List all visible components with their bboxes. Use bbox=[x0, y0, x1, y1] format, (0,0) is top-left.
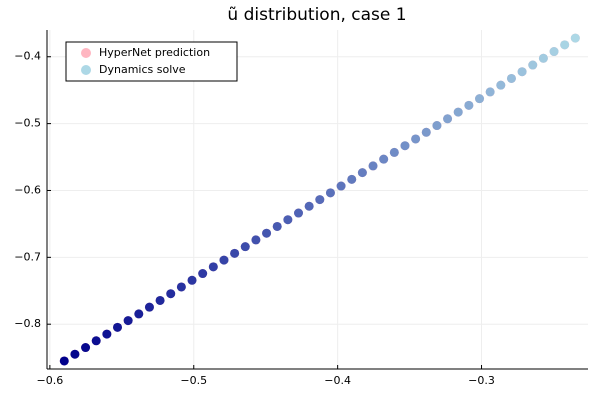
x-tick-label: −0.3 bbox=[468, 374, 495, 387]
x-tick-label: −0.6 bbox=[37, 374, 64, 387]
point bbox=[91, 336, 101, 346]
point bbox=[272, 221, 282, 231]
chart-title: ũ distribution, case 1 bbox=[227, 5, 406, 25]
point bbox=[198, 269, 208, 279]
y-tick-label: −0.6 bbox=[14, 183, 41, 196]
point bbox=[304, 201, 314, 211]
y-tick-label: −0.5 bbox=[14, 117, 41, 130]
point bbox=[59, 356, 69, 366]
y-tick-label: −0.4 bbox=[14, 50, 41, 63]
point bbox=[538, 53, 548, 63]
point bbox=[134, 309, 144, 319]
x-tick-label: −0.4 bbox=[324, 374, 351, 387]
point bbox=[155, 295, 165, 305]
x-tick-label: −0.5 bbox=[180, 374, 207, 387]
point bbox=[517, 67, 527, 77]
point bbox=[411, 134, 421, 144]
point bbox=[283, 215, 293, 225]
point bbox=[187, 275, 197, 285]
point bbox=[144, 302, 154, 312]
legend-label: Dynamics solve bbox=[99, 63, 186, 76]
point bbox=[294, 208, 304, 218]
point bbox=[251, 235, 261, 245]
point bbox=[357, 168, 367, 178]
point bbox=[113, 322, 123, 332]
legend-label: HyperNet prediction bbox=[99, 46, 210, 59]
point bbox=[443, 114, 453, 124]
y-tick-label: −0.7 bbox=[14, 250, 41, 263]
point bbox=[176, 282, 186, 292]
point bbox=[123, 316, 133, 326]
point bbox=[475, 94, 485, 104]
point bbox=[70, 349, 80, 359]
point bbox=[315, 195, 325, 205]
legend-marker bbox=[81, 65, 91, 75]
point bbox=[389, 147, 399, 157]
point bbox=[485, 87, 495, 97]
point bbox=[549, 47, 559, 57]
point bbox=[347, 174, 357, 184]
point bbox=[453, 107, 463, 117]
point bbox=[528, 60, 538, 70]
point bbox=[208, 262, 218, 272]
point bbox=[464, 100, 474, 110]
point bbox=[400, 141, 410, 151]
point bbox=[325, 188, 335, 198]
point bbox=[336, 181, 346, 191]
point bbox=[432, 121, 442, 131]
point bbox=[379, 154, 389, 164]
point bbox=[230, 248, 240, 258]
point bbox=[166, 289, 176, 299]
point bbox=[240, 242, 250, 252]
legend-marker bbox=[81, 48, 91, 58]
point bbox=[421, 127, 431, 137]
point bbox=[496, 80, 506, 90]
point bbox=[368, 161, 378, 171]
point bbox=[219, 255, 229, 265]
point bbox=[262, 228, 272, 238]
point bbox=[102, 329, 112, 339]
point bbox=[560, 40, 570, 50]
y-tick-label: −0.8 bbox=[14, 317, 41, 330]
legend-box bbox=[65, 41, 238, 82]
point bbox=[570, 33, 580, 43]
point bbox=[81, 343, 91, 353]
point bbox=[506, 73, 516, 83]
